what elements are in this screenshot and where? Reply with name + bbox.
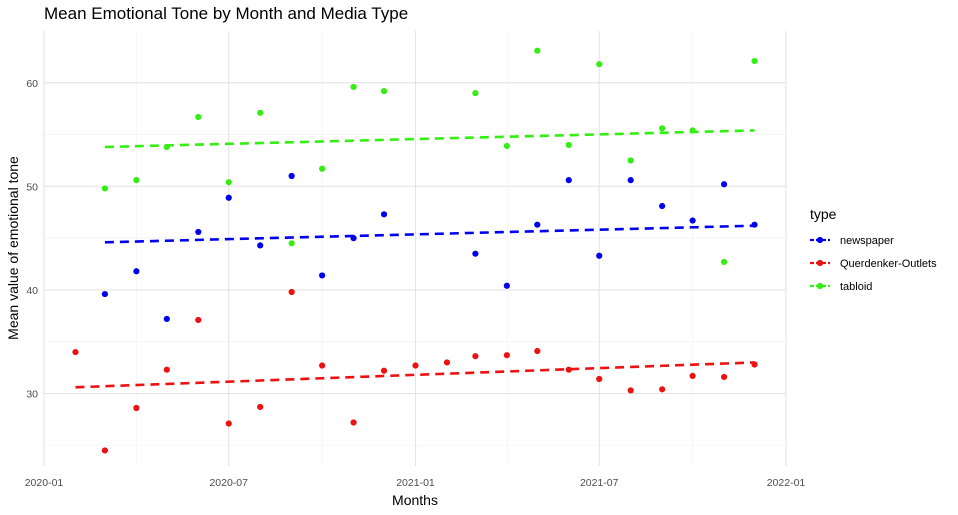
x-tick-label: 2021-07 [580, 477, 619, 489]
y-axis-title: Mean value of emotional tone [5, 156, 21, 340]
data-point-querdenker-outlets [720, 373, 728, 381]
data-point-tabloid [503, 142, 510, 150]
data-point-newspaper [751, 221, 758, 228]
trend-line-tabloid [104, 129, 755, 149]
data-point-newspaper [163, 315, 170, 323]
data-point-newspaper [627, 177, 634, 184]
data-point-querdenker-outlets [443, 359, 451, 366]
data-point-newspaper [257, 242, 264, 249]
data-point-tabloid [627, 157, 634, 164]
y-tick-label: 40 [26, 285, 38, 297]
data-point-querdenker-outlets [225, 420, 232, 427]
data-point-tabloid [659, 125, 666, 132]
data-point-querdenker-outlets [596, 375, 603, 383]
data-point-querdenker-outlets [503, 352, 510, 359]
data-point-querdenker-outlets [627, 387, 634, 394]
y-tick-label: 60 [26, 78, 38, 90]
y-tick-label: 50 [26, 181, 38, 193]
data-point-querdenker-outlets [257, 403, 264, 411]
data-point-tabloid [751, 57, 758, 65]
data-point-querdenker-outlets [472, 353, 479, 360]
data-point-tabloid [534, 47, 541, 54]
data-point-querdenker-outlets [288, 288, 295, 296]
data-point-newspaper [319, 272, 326, 279]
data-point-tabloid [596, 61, 603, 68]
legend-key-point-tabloid [816, 282, 824, 290]
data-point-newspaper [565, 177, 572, 184]
data-point-newspaper [288, 172, 295, 180]
data-point-querdenker-outlets [412, 362, 419, 369]
data-point-querdenker-outlets [101, 447, 109, 454]
x-tick-label: 2022-01 [767, 477, 806, 489]
data-point-newspaper [689, 217, 696, 224]
y-tick-label: 30 [26, 389, 38, 401]
data-point-tabloid [472, 90, 479, 97]
data-point-tabloid [101, 185, 109, 192]
data-point-newspaper [659, 202, 666, 210]
data-point-tabloid [288, 240, 295, 247]
data-point-tabloid [225, 179, 232, 186]
legend-label-tabloid: tabloid [840, 281, 872, 293]
data-point-newspaper [350, 235, 357, 242]
data-point-querdenker-outlets [195, 316, 202, 324]
axis-tick-labels: 2020-01 2020-07 2021-01 2021-07 2022-01 30 40 5… [25, 78, 806, 489]
data-point-querdenker-outlets [689, 372, 696, 379]
data-point-newspaper [380, 211, 388, 218]
legend-key-point-newspaper [816, 236, 824, 244]
x-axis-title: Months [392, 492, 438, 508]
data-point-tabloid [133, 177, 140, 184]
legend-key-point-querdenker-outlets [816, 259, 824, 267]
data-point-querdenker-outlets [72, 348, 79, 356]
data-point-tabloid [720, 258, 728, 266]
data-point-tabloid [565, 141, 572, 149]
data-point-newspaper [472, 250, 479, 257]
data-point-querdenker-outlets [319, 362, 326, 369]
data-point-tabloid [163, 143, 170, 151]
data-point-querdenker-outlets [163, 366, 170, 373]
data-point-tabloid [257, 109, 264, 116]
data-points [72, 47, 758, 454]
data-point-querdenker-outlets [534, 347, 541, 355]
grid-lines [43, 31, 787, 466]
data-point-querdenker-outlets [350, 419, 357, 426]
data-point-newspaper [534, 221, 541, 228]
data-point-querdenker-outlets [751, 361, 758, 368]
data-point-newspaper [720, 181, 728, 188]
trend-lines [75, 129, 755, 389]
data-point-querdenker-outlets [380, 367, 388, 374]
trend-line-newspaper [104, 224, 755, 244]
chart-title: Mean Emotional Tone by Month and Media T… [44, 4, 409, 23]
legend-label-querdenker-outlets: Querdenker-Outlets [840, 258, 937, 270]
data-point-tabloid [195, 113, 202, 121]
x-tick-label: 2021-01 [396, 477, 435, 489]
data-point-tabloid [380, 87, 388, 95]
legend: type newspaper Querdenker-Outlets tabloid [810, 206, 937, 293]
data-point-newspaper [101, 290, 109, 298]
trend-line-querdenker-outlets [75, 361, 755, 389]
legend-title: type [810, 206, 837, 222]
data-point-tabloid [319, 165, 326, 172]
x-tick-label: 2020-07 [209, 477, 248, 489]
data-point-tabloid [350, 83, 357, 91]
data-point-newspaper [503, 282, 510, 289]
legend-label-newspaper: newspaper [840, 235, 894, 247]
data-point-newspaper [225, 194, 232, 201]
data-point-querdenker-outlets [565, 366, 572, 373]
data-point-querdenker-outlets [659, 386, 666, 393]
data-point-newspaper [133, 268, 140, 275]
data-point-querdenker-outlets [133, 404, 140, 412]
data-point-tabloid [689, 127, 696, 134]
x-tick-label: 2020-01 [25, 477, 64, 489]
data-point-newspaper [596, 252, 603, 259]
data-point-newspaper [195, 228, 202, 236]
